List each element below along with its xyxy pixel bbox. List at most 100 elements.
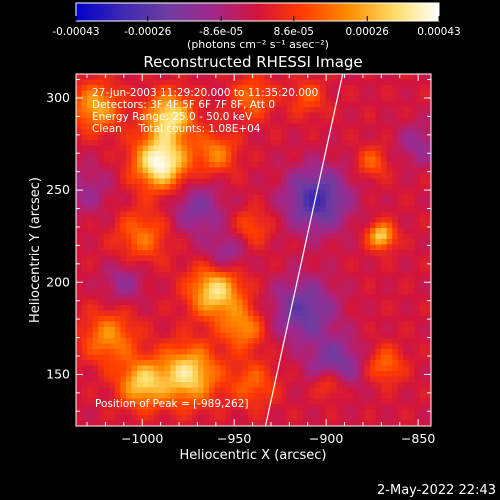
heatmap-cell [198,332,205,339]
heatmap-cell [358,151,366,158]
heatmap-cell [214,162,221,169]
heatmap-cell [98,129,105,136]
heatmap-cell [159,162,166,169]
heatmap-cell [369,371,377,378]
heatmap-cell [98,222,105,229]
heatmap-cell [314,250,321,257]
heatmap-cell [281,79,288,86]
heatmap-cell [131,211,138,218]
heatmap-cell [381,200,388,207]
heatmap-cell [181,288,188,295]
heatmap-cell [336,382,343,389]
heatmap-cell [242,261,249,268]
heatmap-cell [81,151,88,158]
heatmap-cell [270,409,277,416]
heatmap-cell [181,129,188,136]
heatmap-cell [153,327,160,334]
heatmap-cell [331,321,338,328]
heatmap-cell [175,371,182,378]
heatmap-cell [381,283,388,290]
heatmap-cell [98,294,105,301]
heatmap-cell [353,189,360,196]
heatmap-cell [153,79,160,86]
heatmap-cell [286,305,293,312]
heatmap-cell [369,79,377,86]
heatmap-cell [87,195,94,202]
heatmap-cell [336,343,343,350]
heatmap-cell [170,299,177,306]
heatmap-cell [342,294,349,301]
heatmap-cell [425,393,431,400]
heatmap-cell [320,239,327,246]
heatmap-cell [375,200,382,207]
heatmap-cell [98,272,105,279]
heatmap-cell [153,151,160,158]
heatmap-cell [242,140,249,147]
heatmap-cell [408,85,415,92]
heatmap-cell [242,211,249,218]
heatmap-cell [98,178,105,185]
heatmap-cell [247,228,255,235]
heatmap-cell [242,266,249,273]
heatmap-cell [170,338,177,345]
heatmap-cell [286,349,293,356]
heatmap-cell [98,310,105,317]
heatmap-cell [392,360,399,367]
heatmap-cell [408,200,415,207]
heatmap-cell [148,398,155,405]
heatmap-cell [408,217,415,224]
heatmap-cell [303,79,310,86]
heatmap-cell [192,272,199,279]
heatmap-cell [364,250,371,257]
heatmap-cell [131,167,138,174]
heatmap-cell [164,272,171,279]
heatmap-cell [364,288,371,295]
heatmap-cell [397,255,404,262]
heatmap-cell [381,195,388,202]
heatmap-cell [231,178,238,185]
heatmap-cell [192,206,199,213]
heatmap-cell [164,382,171,389]
heatmap-cell [159,151,166,158]
heatmap-cell [414,277,421,284]
heatmap-cell [381,277,388,284]
heatmap-cell [125,134,133,141]
heatmap-cell [98,299,105,306]
heatmap-cell [397,294,404,301]
heatmap-cell [225,299,232,306]
heatmap-cell [275,217,282,224]
heatmap-cell [331,200,338,207]
heatmap-cell [87,74,94,81]
heatmap-cell [419,409,427,416]
heatmap-cell [414,376,421,383]
heatmap-cell [137,206,144,213]
heatmap-cell [220,349,227,356]
heatmap-cell [175,310,182,317]
heatmap-cell [214,316,221,323]
heatmap-cell [236,404,244,411]
heatmap-cell [87,107,94,114]
heatmap-cell [364,151,371,158]
heatmap-cell [247,305,255,312]
heatmap-cell [419,266,427,273]
heatmap-cell [297,200,305,207]
heatmap-cell [264,294,271,301]
heatmap-cell [264,376,271,383]
heatmap-cell [408,162,415,169]
heatmap-cell [397,101,404,108]
heatmap-cell [336,239,343,246]
heatmap-cell [381,90,388,97]
heatmap-cell [353,371,360,378]
heatmap-cell [231,118,238,125]
heatmap-cell [98,162,105,169]
heatmap-cell [186,398,194,405]
heatmap-cell [76,222,83,229]
heatmap-cell [264,200,271,207]
heatmap-cell [303,354,310,361]
heatmap-cell [242,393,249,400]
heatmap-cell [109,371,116,378]
heatmap-cell [419,118,427,125]
heatmap-cell [137,288,144,295]
heatmap-cell [303,404,310,411]
heatmap-cell [297,409,305,416]
